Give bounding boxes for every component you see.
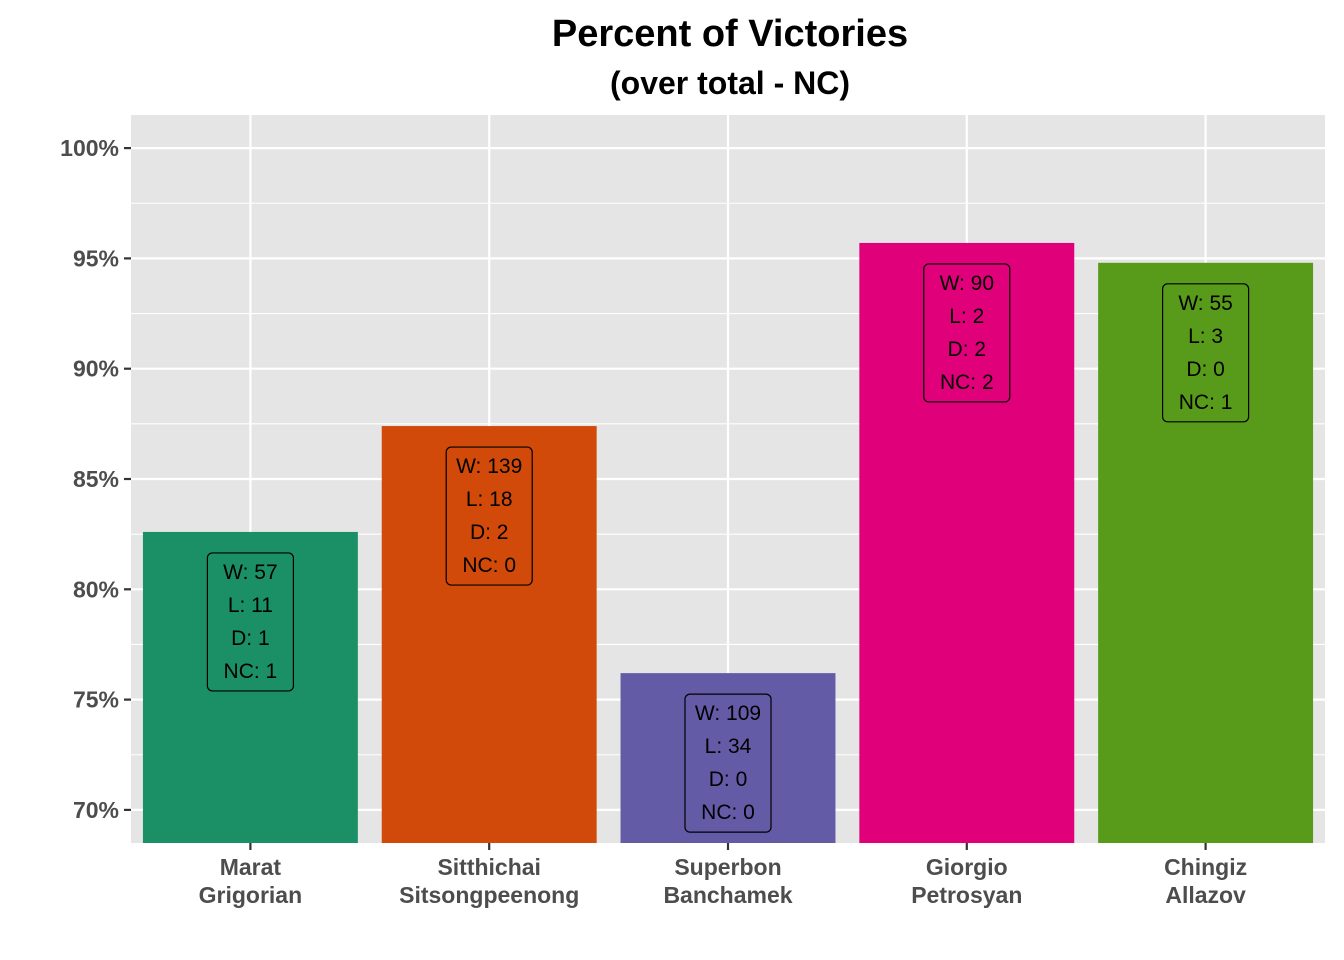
y-tick-label: 100% [60, 135, 119, 161]
data-label-box: W: 90 L: 2 D: 2 NC: 2 [923, 263, 1011, 403]
data-label: W: 139 [456, 455, 522, 478]
data-label-border [445, 446, 533, 586]
data-label: NC: 2 [940, 371, 994, 394]
x-tick-label: Giorgio [926, 854, 1008, 880]
data-label: W: 55 [1178, 292, 1232, 315]
x-tick-label: Banchamek [663, 882, 792, 908]
bars [142, 242, 1314, 844]
data-label-box: W: 139 L: 18 D: 2 NC: 0 [445, 446, 533, 586]
x-tick-label: Marat [220, 854, 282, 880]
y-tick-label: 90% [73, 356, 119, 382]
data-label: NC: 1 [224, 660, 278, 683]
y-tick-label: 95% [73, 245, 119, 271]
bar [381, 426, 597, 843]
x-tick-label: Chingiz [1164, 854, 1247, 880]
y-tick-label: 80% [73, 576, 119, 602]
data-label: W: 90 [940, 272, 994, 295]
data-label: L: 34 [705, 735, 752, 758]
data-label-box: W: 57 L: 11 D: 1 NC: 1 [206, 552, 294, 692]
data-label: W: 57 [223, 561, 277, 584]
y-tick-label: 75% [73, 687, 119, 713]
bar [142, 531, 358, 843]
chart-title: Percent of Victories [552, 13, 908, 55]
bar [620, 673, 836, 843]
data-label-box: W: 55 L: 3 D: 0 NC: 1 [1161, 283, 1250, 423]
data-label: NC: 1 [1179, 391, 1233, 414]
x-tick-label: Allazov [1165, 882, 1246, 908]
data-label: D: 1 [231, 627, 270, 650]
data-label: NC: 0 [462, 554, 516, 577]
data-label-border [923, 263, 1011, 403]
data-label: L: 2 [949, 305, 984, 328]
data-label: D: 0 [1186, 358, 1225, 381]
data-label-border [1161, 283, 1250, 423]
bar [859, 242, 1075, 843]
data-label: D: 2 [948, 338, 987, 361]
data-label-box: W: 109 L: 34 D: 0 NC: 0 [684, 693, 772, 833]
data-label: NC: 0 [701, 801, 755, 824]
data-label: L: 11 [228, 594, 273, 617]
y-tick-label: 70% [73, 797, 119, 823]
data-label: L: 3 [1188, 325, 1223, 348]
data-label: D: 0 [709, 768, 748, 791]
data-label: W: 109 [695, 702, 761, 725]
x-tick-label: Superbon [674, 854, 781, 880]
data-label-border [684, 693, 772, 833]
x-tick-label: Grigorian [199, 882, 303, 908]
x-tick-label: Petrosyan [911, 882, 1022, 908]
data-label-border [206, 552, 294, 692]
y-axis: 70% 75% 80% 85% 90% 95% 100% [60, 135, 131, 823]
chart-subtitle: (over total - NC) [610, 65, 850, 101]
x-tick-label: Sitthichai [437, 854, 541, 880]
data-label: L: 18 [466, 488, 513, 511]
bar [1098, 262, 1314, 844]
data-label: D: 2 [470, 521, 509, 544]
x-tick-label: Sitsongpeenong [399, 882, 579, 908]
y-tick-label: 85% [73, 466, 119, 492]
